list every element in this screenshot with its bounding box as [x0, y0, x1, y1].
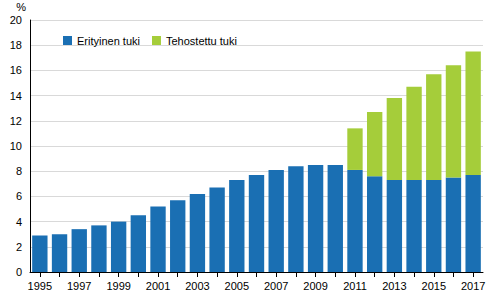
- svg-text:2007: 2007: [264, 280, 288, 292]
- svg-text:2017: 2017: [461, 280, 485, 292]
- svg-text:2015: 2015: [422, 280, 446, 292]
- svg-text:Erityinen tuki: Erityinen tuki: [77, 35, 140, 47]
- svg-text:2003: 2003: [185, 280, 209, 292]
- svg-text:2001: 2001: [146, 280, 170, 292]
- svg-text:2013: 2013: [382, 280, 406, 292]
- svg-text:20: 20: [10, 14, 22, 26]
- svg-text:4: 4: [16, 216, 22, 228]
- svg-text:8: 8: [16, 165, 22, 177]
- svg-text:16: 16: [10, 64, 22, 76]
- svg-text:12: 12: [10, 115, 22, 127]
- svg-text:Tehostettu tuki: Tehostettu tuki: [166, 35, 237, 47]
- svg-text:6: 6: [16, 190, 22, 202]
- svg-text:1999: 1999: [106, 280, 130, 292]
- svg-text:2005: 2005: [225, 280, 249, 292]
- svg-text:1995: 1995: [28, 280, 52, 292]
- svg-text:10: 10: [10, 140, 22, 152]
- svg-text:2: 2: [16, 241, 22, 253]
- svg-text:1997: 1997: [67, 280, 91, 292]
- svg-text:2011: 2011: [343, 280, 367, 292]
- svg-text:14: 14: [10, 90, 22, 102]
- svg-text:0: 0: [16, 266, 22, 278]
- svg-text:%: %: [16, 1, 26, 13]
- svg-text:2009: 2009: [303, 280, 327, 292]
- svg-text:18: 18: [10, 39, 22, 51]
